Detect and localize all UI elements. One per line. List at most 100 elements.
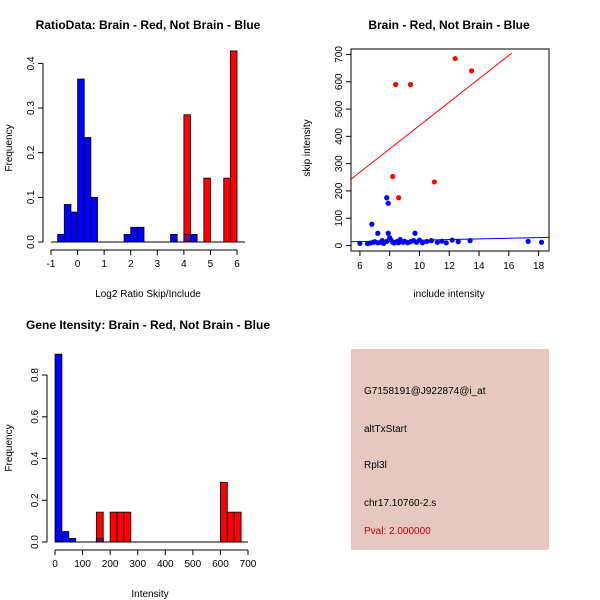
scatter-point-brain (431, 179, 437, 185)
y-tick-label: 0.6 (30, 409, 41, 423)
histogram-bar-brain (183, 114, 191, 243)
ratio-histogram: RatioData: Brain - Red, Not Brain - Blue… (4, 18, 261, 300)
y-tick-label: 600 (334, 73, 345, 90)
histogram-bar-not-brain (70, 211, 78, 243)
y-tick-label: 100 (334, 209, 345, 226)
x-tick-label: 8 (387, 261, 393, 272)
x-tick-label: 2 (128, 259, 134, 270)
x-tick-label: 14 (473, 261, 485, 272)
histogram-bar-brain (233, 511, 242, 543)
histogram-bar-not-brain (57, 234, 65, 243)
scatter-point-not-brain (525, 238, 531, 245)
histogram-bar-not-brain (61, 531, 70, 543)
scatter-point-brain (452, 55, 458, 62)
x-tick-label: 6 (234, 259, 240, 270)
histogram-bar-not-brain (136, 226, 145, 243)
x-tick-label: 700 (240, 559, 257, 570)
scatter-point-not-brain (428, 238, 434, 244)
histogram-bar-not-brain (54, 353, 63, 543)
x-tick-label: 18 (533, 261, 545, 272)
histogram-bar-overlap (183, 234, 191, 243)
scatter-point-not-brain (384, 195, 390, 201)
probe-id: G7158191@J922874@i_at (364, 386, 486, 397)
x-tick-label: 600 (212, 559, 229, 570)
scatter-point-not-brain (357, 240, 363, 246)
probe-info-panel: G7158191@J922874@i_at altTxStart Rpl3l c… (351, 349, 549, 550)
y-tick-label: 0.4 (30, 451, 41, 465)
x-tick-label: 6 (357, 261, 363, 272)
scatter-point-brain (390, 173, 396, 180)
scatter-point-not-brain (449, 237, 455, 243)
genomic-location: chr17.10760-2.s (364, 498, 437, 509)
x-tick-label: 3 (155, 259, 161, 270)
x-tick-label: 100 (74, 559, 91, 570)
ratio-histogram-ylabel: Frequency (4, 124, 15, 171)
event-type: altTxStart (364, 424, 407, 435)
scatter-point-not-brain (369, 221, 375, 227)
x-tick-label: 5 (208, 259, 214, 270)
ratio-histogram-xlabel: Log2 Ratio Skip/Include (95, 289, 201, 300)
intensity-scatter: Brain - Red, Not Brain - Blue include in… (302, 18, 550, 300)
histogram-bar-brain (220, 481, 228, 543)
histogram-bar-not-brain (63, 204, 72, 243)
x-tick-label: 10 (414, 261, 426, 272)
x-tick-label: -1 (47, 259, 56, 270)
histogram-bar-not-brain (170, 234, 178, 243)
y-tick-label: 0.2 (30, 493, 41, 507)
y-tick-label: 300 (334, 155, 345, 172)
y-tick-label: 0.0 (30, 535, 41, 549)
scatter-point-not-brain (384, 238, 390, 245)
y-tick-label: 200 (334, 182, 345, 199)
x-tick-label: 12 (444, 261, 456, 272)
pval-text: Pval: 2.000000 (364, 526, 431, 537)
y-tick-label: 0.4 (26, 56, 37, 70)
y-tick-label: 0.2 (26, 145, 37, 159)
scatter-point-not-brain (439, 238, 445, 244)
x-tick-label: 200 (102, 559, 119, 570)
intensity-scatter-title: Brain - Red, Not Brain - Blue (368, 18, 530, 32)
histogram-bar-brain (116, 511, 125, 543)
histogram-bar-not-brain (77, 78, 85, 243)
scatter-plot-frame (350, 48, 550, 252)
y-tick-label: 700 (334, 46, 345, 63)
scatter-point-brain (407, 81, 414, 88)
gene-intensity-histogram: Gene Itensity: Brain - Red, Not Brain - … (4, 318, 270, 600)
histogram-bar-brain (229, 50, 238, 243)
y-tick-label: 0.3 (26, 101, 37, 115)
scatter-point-not-brain (538, 239, 545, 245)
scatter-point-not-brain (375, 230, 381, 236)
x-tick-label: 500 (185, 559, 202, 570)
histogram-bar-brain (123, 511, 132, 543)
x-tick-label: 4 (181, 259, 187, 270)
scatter-point-not-brain (385, 200, 391, 206)
scatter-point-not-brain (412, 230, 418, 236)
scatter-point-not-brain (434, 239, 440, 245)
gene-intensity-xlabel: Intensity (131, 589, 168, 600)
x-tick-label: 0 (52, 559, 58, 570)
histogram-bar-not-brain (130, 226, 138, 243)
y-tick-label: 0 (334, 242, 345, 248)
x-tick-label: 16 (503, 261, 515, 272)
intensity-scatter-xlabel: include intensity (413, 289, 484, 300)
gene-symbol: Rpl3l (364, 460, 387, 471)
y-tick-label: 0.8 (30, 368, 41, 382)
y-tick-label: 0.0 (26, 235, 37, 249)
histogram-bar-brain (226, 511, 235, 543)
scatter-point-brain (468, 68, 475, 74)
y-tick-label: 400 (334, 128, 345, 145)
histogram-bar-brain (95, 511, 104, 543)
scatter-point-not-brain (443, 240, 449, 246)
x-tick-label: 300 (129, 559, 146, 570)
ratio-histogram-title: RatioData: Brain - Red, Not Brain - Blue (36, 18, 261, 32)
histogram-bar-not-brain (123, 234, 132, 243)
fit-line-brain (351, 52, 513, 180)
histogram-bar-brain (203, 177, 211, 243)
scatter-point-not-brain (467, 238, 473, 244)
histogram-bar-not-brain (90, 196, 98, 243)
scatter-point-brain (396, 195, 402, 201)
x-tick-label: 1 (101, 259, 107, 270)
scatter-point-not-brain (419, 240, 426, 246)
x-tick-label: 400 (157, 559, 174, 570)
histogram-bar-not-brain (68, 538, 77, 543)
